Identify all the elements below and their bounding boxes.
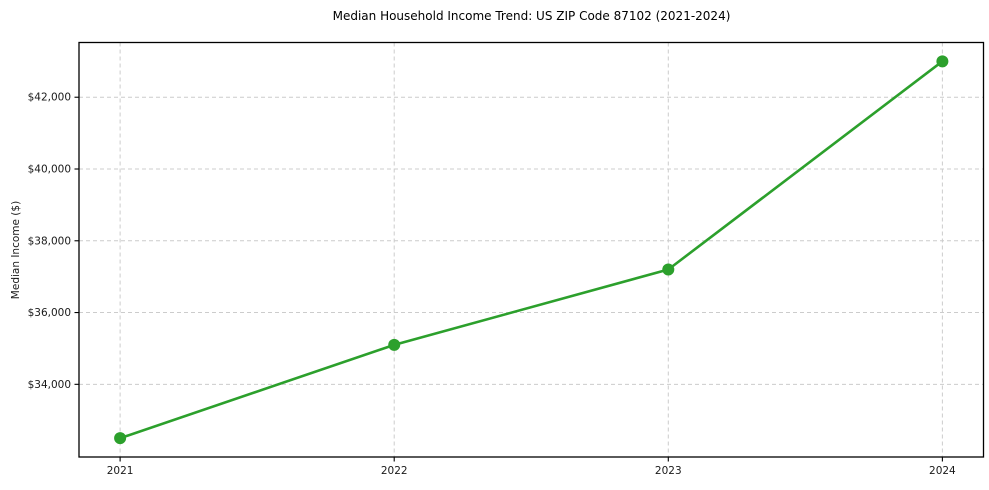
data-point — [388, 338, 401, 351]
data-point — [114, 432, 127, 445]
x-tick-label: 2022 — [381, 465, 408, 477]
y-tick-label: $42,000 — [28, 92, 71, 104]
data-point — [662, 263, 675, 276]
y-tick-label: $40,000 — [28, 164, 71, 176]
plot-border — [78, 41, 985, 458]
y-tick-label: $38,000 — [28, 235, 71, 247]
x-tick-label: 2021 — [107, 465, 134, 477]
x-tick-label: 2024 — [929, 465, 956, 477]
data-point — [936, 55, 949, 68]
trend-line — [118, 60, 944, 440]
y-tick-label: $36,000 — [28, 307, 71, 319]
chart-title: Median Household Income Trend: US ZIP Co… — [332, 9, 731, 23]
y-tick-label: $34,000 — [28, 379, 71, 391]
x-tick-label: 2023 — [655, 465, 682, 477]
